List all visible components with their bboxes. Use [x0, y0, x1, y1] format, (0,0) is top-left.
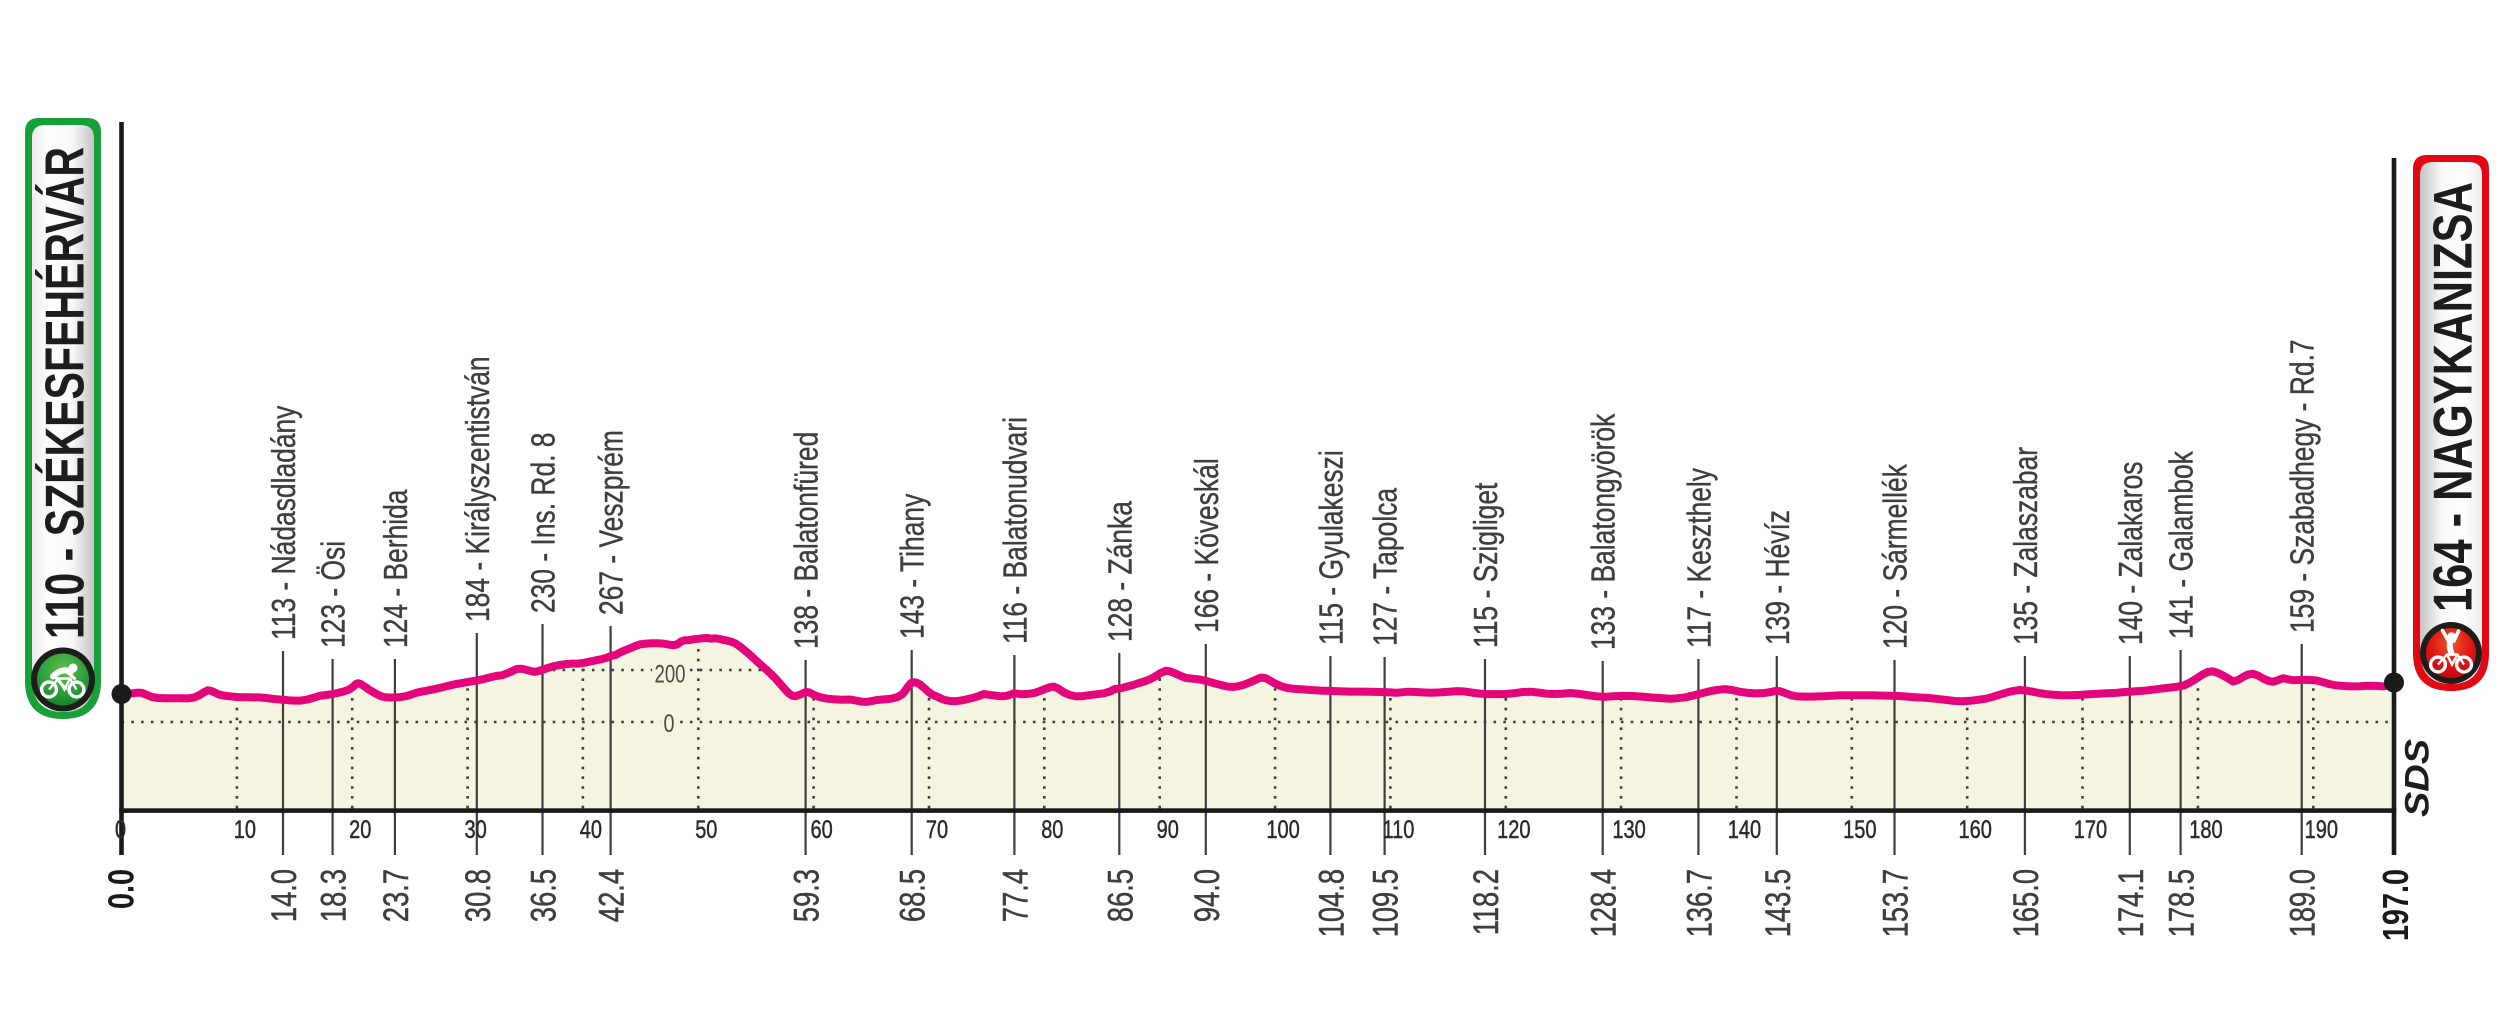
- svg-text:190: 190: [2305, 816, 2338, 844]
- svg-text:166 - Köveskál: 166 - Köveskál: [1188, 458, 1225, 633]
- svg-text:0: 0: [664, 710, 675, 738]
- svg-text:90: 90: [1157, 816, 1179, 844]
- svg-text:140 - Zalakaros: 140 - Zalakaros: [2112, 462, 2149, 646]
- svg-text:117 - Keszthely: 117 - Keszthely: [1680, 468, 1717, 648]
- svg-text:18.3: 18.3: [315, 869, 354, 922]
- svg-text:SDS: SDS: [2399, 739, 2437, 817]
- svg-text:165.0: 165.0: [2007, 869, 2046, 937]
- svg-text:118.2: 118.2: [1467, 869, 1506, 935]
- svg-text:0.0: 0.0: [101, 869, 142, 909]
- svg-text:174.1: 174.1: [2112, 869, 2151, 937]
- svg-text:100: 100: [1266, 816, 1299, 844]
- svg-text:77.4: 77.4: [996, 869, 1035, 922]
- svg-text:153.7: 153.7: [1877, 869, 1916, 937]
- svg-text:128.4: 128.4: [1585, 869, 1624, 937]
- svg-text:109.5: 109.5: [1367, 869, 1406, 937]
- svg-text:70: 70: [926, 816, 948, 844]
- svg-text:59.3: 59.3: [788, 869, 827, 922]
- svg-text:104.8: 104.8: [1312, 869, 1351, 937]
- svg-text:113 - Nádasdladány: 113 - Nádasdladány: [265, 405, 302, 640]
- svg-text:30.8: 30.8: [459, 869, 498, 922]
- svg-text:143 - Tihany: 143 - Tihany: [894, 493, 931, 639]
- svg-text:184 - Királyszentistván: 184 - Királyszentistván: [459, 356, 496, 622]
- svg-text:116 - Balatonudvari: 116 - Balatonudvari: [996, 417, 1033, 644]
- svg-text:86.5: 86.5: [1101, 869, 1140, 922]
- svg-text:180: 180: [2189, 816, 2222, 844]
- svg-text:127 - Tapolca: 127 - Tapolca: [1367, 487, 1404, 646]
- svg-text:143.5: 143.5: [1759, 869, 1798, 937]
- svg-text:110: 110: [1382, 816, 1414, 844]
- svg-text:14.0: 14.0: [265, 869, 304, 922]
- svg-text:23.7: 23.7: [377, 869, 416, 922]
- svg-text:110 - SZÉKESFEHÉRVÁR: 110 - SZÉKESFEHÉRVÁR: [34, 147, 96, 639]
- svg-text:136.7: 136.7: [1680, 869, 1719, 937]
- svg-text:138 - Balatonfüred: 138 - Balatonfüred: [788, 432, 825, 649]
- svg-text:10: 10: [234, 816, 256, 844]
- svg-text:0: 0: [115, 816, 126, 844]
- svg-text:50: 50: [695, 816, 717, 844]
- svg-text:115 - Szigliget: 115 - Szigliget: [1467, 483, 1504, 648]
- svg-text:150: 150: [1843, 816, 1876, 844]
- svg-text:170: 170: [2074, 816, 2107, 844]
- svg-text:140: 140: [1728, 816, 1761, 844]
- svg-text:160: 160: [1959, 816, 1992, 844]
- svg-text:60: 60: [811, 816, 833, 844]
- svg-text:94.0: 94.0: [1188, 869, 1227, 922]
- svg-text:141 - Galambok: 141 - Galambok: [2163, 451, 2200, 639]
- svg-text:178.5: 178.5: [2163, 869, 2202, 937]
- svg-text:159 - Szabadhegy - Rd.7: 159 - Szabadhegy - Rd.7: [2284, 339, 2321, 633]
- svg-text:139 - Hévíz: 139 - Hévíz: [1759, 510, 1796, 645]
- svg-text:130: 130: [1612, 816, 1645, 844]
- svg-text:68.5: 68.5: [894, 869, 933, 922]
- svg-text:120 - Sármellék: 120 - Sármellék: [1877, 464, 1914, 649]
- svg-text:197.0: 197.0: [2375, 869, 2416, 941]
- svg-text:133 - Balatongyörök: 133 - Balatongyörök: [1585, 413, 1622, 650]
- svg-text:128 - Zánka: 128 - Zánka: [1101, 501, 1138, 642]
- svg-text:135 - Zalaszabar: 135 - Zalaszabar: [2007, 447, 2044, 645]
- svg-text:115 - Gyulakeszi: 115 - Gyulakeszi: [1312, 450, 1349, 645]
- svg-text:124 - Berhida: 124 - Berhida: [377, 489, 414, 648]
- svg-text:20: 20: [349, 816, 371, 844]
- svg-text:80: 80: [1041, 816, 1063, 844]
- svg-text:120: 120: [1497, 816, 1530, 844]
- svg-text:164 - NAGYKANIZSA: 164 - NAGYKANIZSA: [2422, 182, 2484, 612]
- svg-text:123 - Ösi: 123 - Ösi: [315, 541, 352, 648]
- svg-text:200: 200: [655, 660, 686, 688]
- svg-text:36.5: 36.5: [525, 869, 564, 922]
- svg-text:40: 40: [580, 816, 602, 844]
- svg-text:230 - Ins. Rd. 8: 230 - Ins. Rd. 8: [525, 433, 562, 614]
- svg-text:267 - Veszprém: 267 - Veszprém: [593, 430, 630, 615]
- svg-text:42.4: 42.4: [593, 869, 632, 922]
- svg-text:30: 30: [465, 816, 487, 844]
- svg-text:189.0: 189.0: [2284, 869, 2323, 937]
